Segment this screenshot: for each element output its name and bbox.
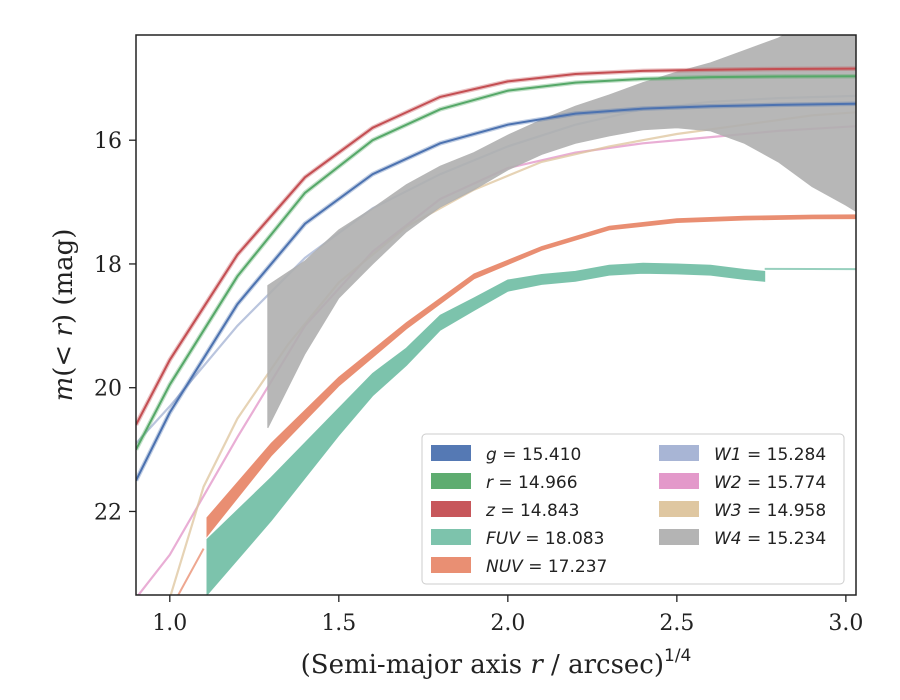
series-line-g bbox=[136, 102, 856, 481]
legend-box bbox=[421, 433, 845, 585]
legend-label-z: z = 14.843 bbox=[485, 501, 579, 521]
y-tick-label: 22 bbox=[94, 500, 122, 525]
series-r bbox=[136, 73, 856, 451]
legend-swatch-g bbox=[431, 445, 471, 461]
x-tick-label: 3.0 bbox=[828, 611, 863, 636]
y-axis-title: m(< r) (mag) bbox=[49, 229, 79, 402]
legend-swatch-r bbox=[431, 473, 471, 489]
series-band-NUV bbox=[206, 214, 856, 538]
legend-label-r: r = 14.966 bbox=[486, 473, 578, 493]
y-tick-label: 18 bbox=[94, 253, 122, 278]
x-tick-label: 2.5 bbox=[659, 611, 694, 636]
series-FUV bbox=[206, 262, 856, 595]
series-NUV bbox=[177, 214, 856, 595]
series-g bbox=[136, 101, 856, 482]
tick-layer: 1.0 1.5 2.0 2.5 3.0 16 18 20 22 bbox=[94, 129, 863, 636]
legend-swatch-FUV bbox=[431, 529, 471, 545]
series-model-NUV bbox=[177, 548, 205, 595]
series-line-z bbox=[136, 67, 856, 426]
legend: g = 15.410 r = 14.966 z = 14.843 FUV = 18.0… bbox=[421, 433, 845, 585]
legend-swatch-NUV bbox=[431, 557, 471, 573]
series-band-FUV bbox=[206, 262, 766, 595]
series-z bbox=[136, 66, 856, 426]
x-tick-label: 1.0 bbox=[152, 611, 187, 636]
legend-swatch-W1 bbox=[659, 445, 699, 461]
axis-titles: (Semi-major axis r / arcsec)1/4 m(< r) (m… bbox=[49, 229, 691, 680]
series-line-r bbox=[136, 75, 856, 451]
y-tick-label: 16 bbox=[94, 129, 122, 154]
plot-frame bbox=[135, 34, 857, 596]
legend-label-W2: W2 = 15.774 bbox=[714, 473, 826, 493]
series-band-W4 bbox=[267, 35, 856, 429]
series-layer bbox=[136, 35, 856, 595]
x-tick-label: 1.5 bbox=[321, 611, 356, 636]
legend-swatch-W2 bbox=[659, 473, 699, 489]
legend-swatch-W4 bbox=[659, 529, 699, 545]
legend-label-W1: W1 = 15.284 bbox=[714, 445, 826, 465]
x-axis-title: (Semi-major axis r / arcsec)1/4 bbox=[301, 646, 692, 680]
legend-label-FUV: FUV = 18.083 bbox=[486, 529, 604, 549]
legend-label-W4: W4 = 15.234 bbox=[714, 529, 826, 549]
legend-label-g: g = 15.410 bbox=[486, 445, 581, 465]
x-tick-label: 2.0 bbox=[490, 611, 525, 636]
series-W4 bbox=[267, 35, 856, 429]
legend-label-W3: W3 = 14.958 bbox=[714, 501, 826, 521]
legend-label-NUV: NUV = 17.237 bbox=[486, 557, 607, 577]
legend-swatch-W3 bbox=[659, 501, 699, 517]
y-tick-label: 20 bbox=[94, 377, 122, 402]
legend-swatch-z bbox=[431, 501, 471, 517]
